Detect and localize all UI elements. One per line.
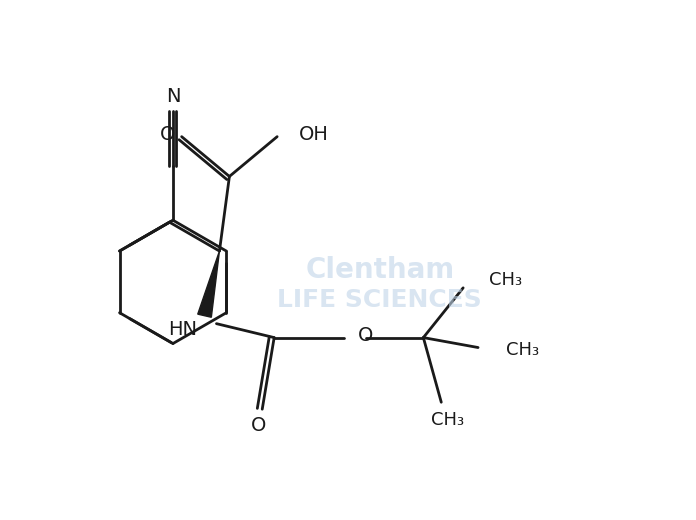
- Text: OH: OH: [299, 125, 329, 144]
- Text: CH₃: CH₃: [489, 271, 522, 289]
- Text: O: O: [251, 415, 266, 435]
- Polygon shape: [198, 251, 219, 317]
- Text: LIFE SCIENCES: LIFE SCIENCES: [278, 288, 482, 312]
- Text: O: O: [160, 125, 175, 144]
- Text: N: N: [166, 87, 180, 107]
- Text: HN: HN: [168, 320, 197, 339]
- Text: Clentham: Clentham: [306, 256, 454, 284]
- Text: CH₃: CH₃: [506, 341, 539, 358]
- Text: O: O: [358, 326, 373, 345]
- Text: CH₃: CH₃: [431, 411, 464, 429]
